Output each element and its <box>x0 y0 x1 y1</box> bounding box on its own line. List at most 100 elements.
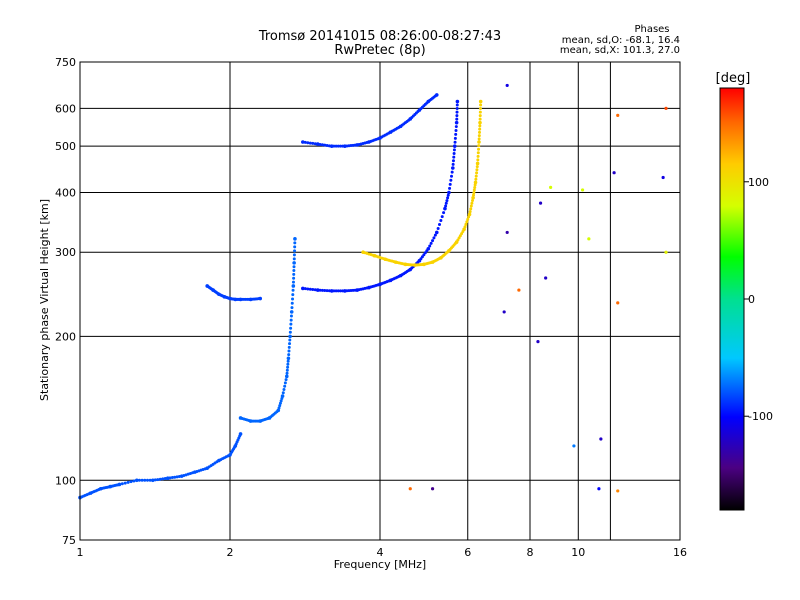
data-point <box>284 378 288 382</box>
data-point <box>315 142 320 146</box>
data-point <box>475 171 479 175</box>
data-point <box>477 144 481 148</box>
scatter-point <box>536 340 540 344</box>
data-point <box>478 124 482 128</box>
data-point <box>475 168 479 172</box>
data-point <box>278 404 282 408</box>
data-point <box>329 144 334 148</box>
data-point <box>472 188 476 192</box>
phase-info-title: Phases <box>634 24 669 35</box>
data-point <box>446 196 450 200</box>
data-point <box>303 287 307 291</box>
data-point <box>444 204 448 208</box>
data-point <box>301 286 305 291</box>
data-point <box>475 165 479 169</box>
data-point <box>293 241 297 245</box>
data-point <box>433 233 437 237</box>
data-point <box>478 99 483 104</box>
colorbar-tick-label: 100 <box>748 176 769 189</box>
data-point <box>153 478 157 482</box>
data-point <box>280 394 285 398</box>
scatter-point <box>597 487 601 491</box>
data-point <box>137 478 141 482</box>
data-point <box>475 161 480 166</box>
data-point <box>286 359 290 363</box>
x-tick-label: 6 <box>464 546 471 559</box>
data-point <box>293 249 297 253</box>
data-point <box>291 288 295 292</box>
y-tick-label: 300 <box>55 246 76 259</box>
x-axis-label: Frequency [MHz] <box>334 558 426 571</box>
data-point <box>145 478 149 482</box>
data-point <box>308 287 312 291</box>
data-point <box>285 368 289 372</box>
data-point <box>455 107 459 111</box>
data-point <box>444 201 448 205</box>
data-point <box>478 107 482 111</box>
data-point <box>140 478 144 482</box>
data-point <box>288 330 292 334</box>
y-tick-label: 100 <box>55 474 76 487</box>
data-point <box>303 140 307 144</box>
data-point <box>434 93 439 97</box>
data-point <box>447 190 451 195</box>
data-point <box>289 326 293 330</box>
data-point <box>289 310 294 314</box>
data-point <box>450 174 454 178</box>
colorbar-label: [deg] <box>716 71 751 86</box>
data-point <box>287 349 291 353</box>
y-tick-label: 200 <box>55 330 76 343</box>
data-point <box>293 237 297 241</box>
data-point <box>306 141 310 145</box>
data-point <box>165 476 170 481</box>
data-point <box>279 399 283 403</box>
grid-lines <box>80 62 680 540</box>
data-point <box>123 481 127 485</box>
scatter-point <box>430 487 435 491</box>
data-point <box>277 406 281 410</box>
scatter-point <box>664 106 668 110</box>
data-point <box>291 284 296 288</box>
data-point <box>288 342 292 346</box>
data-point <box>315 288 320 292</box>
data-point <box>175 475 179 479</box>
data-point <box>478 117 482 121</box>
data-point <box>426 246 431 251</box>
data-point <box>338 144 342 148</box>
data-point <box>143 478 147 482</box>
plot-frame <box>79 61 681 541</box>
data-point <box>454 120 459 125</box>
data-point <box>134 478 139 483</box>
data-point <box>463 225 467 229</box>
data-point <box>156 478 160 482</box>
data-point <box>443 206 447 211</box>
data-point <box>476 151 480 155</box>
scatter-point <box>544 276 548 280</box>
data-points <box>78 83 668 500</box>
data-point <box>473 185 477 189</box>
scatter-point <box>517 288 521 292</box>
data-point <box>476 158 480 162</box>
data-point <box>477 134 481 138</box>
data-point <box>451 159 455 163</box>
data-point <box>338 289 342 293</box>
data-point <box>311 288 315 292</box>
data-point <box>478 127 482 131</box>
data-point <box>442 211 446 215</box>
data-point <box>474 174 478 178</box>
data-point <box>451 166 455 170</box>
data-point <box>283 381 287 385</box>
data-point <box>478 110 482 114</box>
x-tick-label: 16 <box>673 546 687 559</box>
data-point <box>238 432 243 436</box>
data-point <box>308 141 312 145</box>
scatter-point <box>616 489 620 493</box>
data-point <box>434 230 439 235</box>
data-point <box>468 210 472 214</box>
data-point <box>474 177 478 181</box>
data-point <box>281 391 285 395</box>
scatter-point <box>664 250 668 254</box>
data-point <box>436 226 440 230</box>
data-point <box>285 371 289 375</box>
colorbar-tick-label: 0 <box>748 293 755 306</box>
